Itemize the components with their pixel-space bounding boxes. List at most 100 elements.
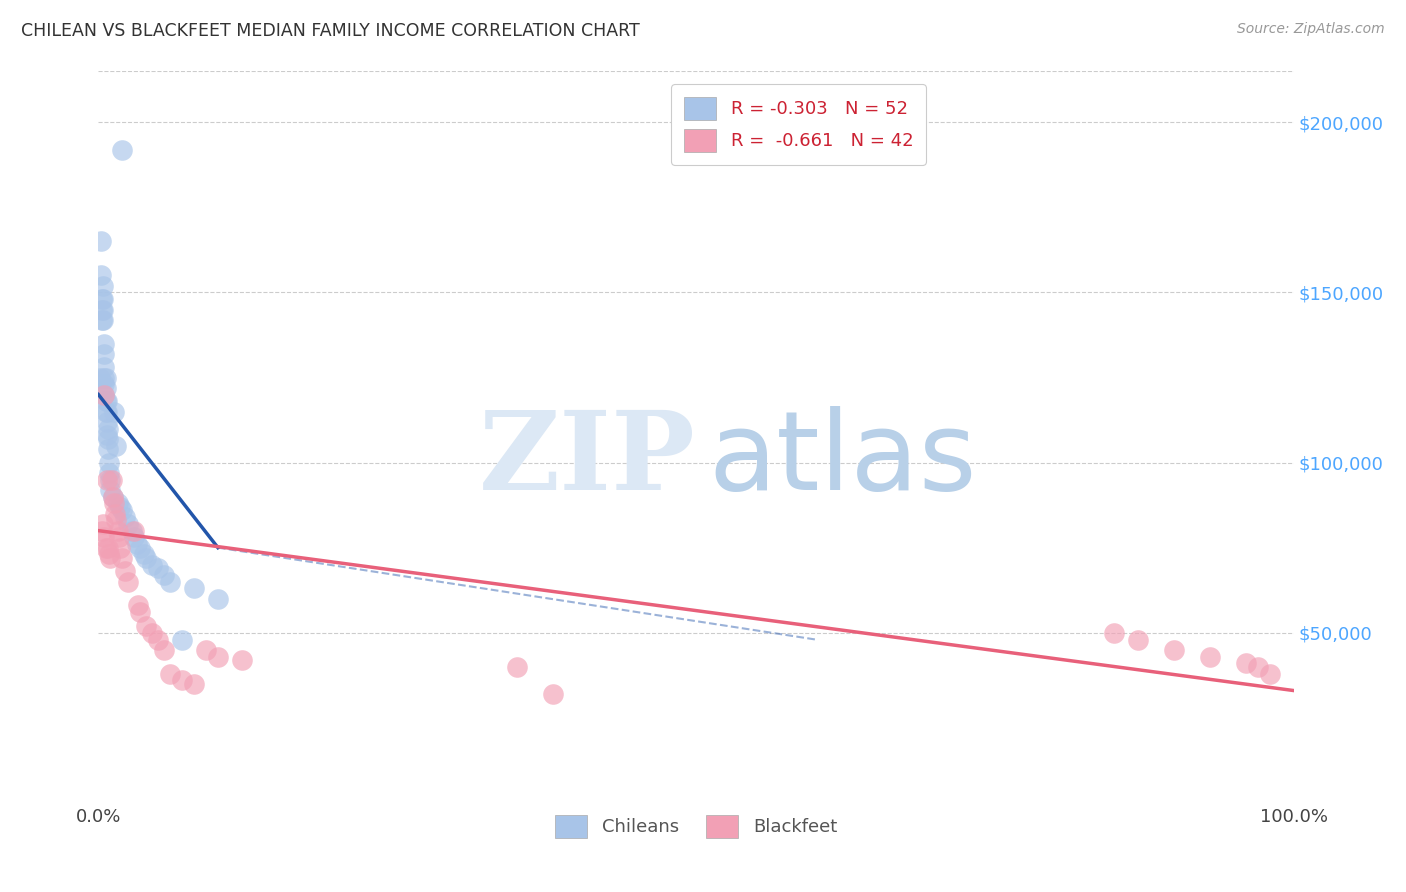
Point xyxy=(91,312,114,326)
Point xyxy=(124,524,146,538)
Point xyxy=(94,404,117,418)
Point xyxy=(153,567,176,582)
Point xyxy=(1163,642,1185,657)
Point xyxy=(96,473,118,487)
Point xyxy=(89,370,111,384)
Point xyxy=(91,302,114,317)
Point xyxy=(183,582,205,596)
Point xyxy=(103,404,125,418)
Point xyxy=(93,336,115,351)
Point xyxy=(207,591,229,606)
Point xyxy=(111,143,134,157)
Point xyxy=(101,490,124,504)
Point xyxy=(125,537,148,551)
Point xyxy=(159,666,181,681)
Point xyxy=(91,293,114,307)
Point xyxy=(101,490,124,504)
Legend: Chileans, Blackfeet: Chileans, Blackfeet xyxy=(547,807,845,845)
Point xyxy=(114,510,136,524)
Point xyxy=(94,541,117,555)
Point xyxy=(98,550,122,565)
Text: ZIP: ZIP xyxy=(479,406,696,513)
Point xyxy=(94,381,117,395)
Point xyxy=(90,268,112,283)
Point xyxy=(124,531,146,545)
Point xyxy=(111,503,134,517)
Point xyxy=(96,394,118,409)
Point xyxy=(541,687,564,701)
Point xyxy=(93,531,115,545)
Point xyxy=(195,642,218,657)
Point xyxy=(93,387,115,401)
Point xyxy=(1128,632,1150,647)
Point xyxy=(97,442,120,456)
Point xyxy=(129,541,152,555)
Point xyxy=(90,235,112,249)
Point xyxy=(1234,657,1257,671)
Point xyxy=(117,574,139,589)
Point xyxy=(148,561,170,575)
Point xyxy=(117,516,139,531)
Point xyxy=(506,659,529,673)
Point xyxy=(94,370,117,384)
Point xyxy=(141,625,163,640)
Point xyxy=(104,507,127,521)
Point xyxy=(108,541,131,555)
Point xyxy=(97,421,120,435)
Point xyxy=(91,302,114,317)
Point xyxy=(93,360,115,375)
Point xyxy=(94,394,117,409)
Point xyxy=(91,278,114,293)
Point xyxy=(108,500,131,514)
Point xyxy=(105,513,128,527)
Point xyxy=(183,677,205,691)
Point xyxy=(93,370,115,384)
Point xyxy=(107,524,129,538)
Point xyxy=(141,558,163,572)
Point xyxy=(1247,659,1270,673)
Point xyxy=(91,524,114,538)
Point xyxy=(148,632,170,647)
Point xyxy=(97,541,120,555)
Point xyxy=(1104,625,1126,640)
Point xyxy=(98,473,122,487)
Point xyxy=(91,516,114,531)
Point xyxy=(96,415,118,429)
Point xyxy=(93,387,115,401)
Point xyxy=(135,550,157,565)
Point xyxy=(107,531,129,545)
Point xyxy=(159,574,181,589)
Point xyxy=(207,649,229,664)
Point xyxy=(114,565,136,579)
Point xyxy=(98,483,122,497)
Point xyxy=(96,404,118,418)
Point xyxy=(98,456,121,470)
Point xyxy=(100,473,122,487)
Text: CHILEAN VS BLACKFEET MEDIAN FAMILY INCOME CORRELATION CHART: CHILEAN VS BLACKFEET MEDIAN FAMILY INCOM… xyxy=(21,22,640,40)
Point xyxy=(127,599,149,613)
Point xyxy=(132,548,155,562)
Point xyxy=(231,653,253,667)
Point xyxy=(129,605,152,619)
Point xyxy=(91,312,114,326)
Point xyxy=(93,377,115,392)
Point xyxy=(1199,649,1222,664)
Point xyxy=(135,619,157,633)
Text: Source: ZipAtlas.com: Source: ZipAtlas.com xyxy=(1237,22,1385,37)
Point xyxy=(172,632,194,647)
Point xyxy=(153,642,176,657)
Point xyxy=(93,347,115,361)
Point xyxy=(107,496,129,510)
Point xyxy=(103,496,125,510)
Point xyxy=(98,548,121,562)
Point xyxy=(98,466,121,480)
Text: atlas: atlas xyxy=(709,406,976,513)
Point xyxy=(97,432,120,446)
Point xyxy=(96,428,118,442)
Point xyxy=(121,524,143,538)
Point xyxy=(91,293,114,307)
Point xyxy=(111,550,134,565)
Point xyxy=(105,439,128,453)
Point xyxy=(172,673,194,688)
Point xyxy=(1258,666,1281,681)
